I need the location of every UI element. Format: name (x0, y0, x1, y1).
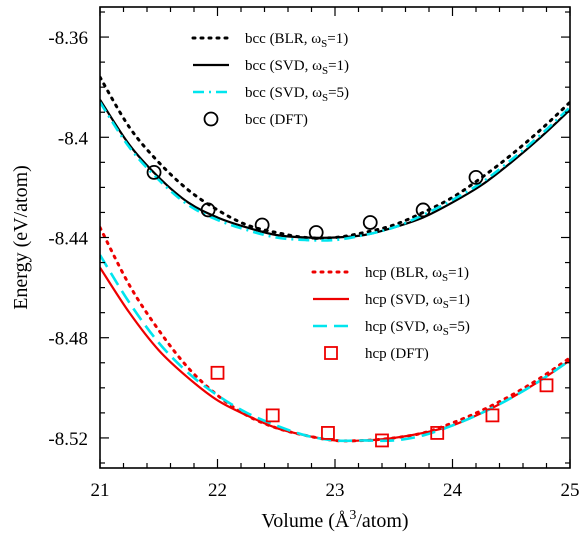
x-tick-label: 22 (208, 480, 227, 501)
hcp-svd-s-5-line (100, 254, 570, 443)
legend-hcp: hcp (BLR, ωS=1) hcp (SVD, ωS=1) hcp (SVD, … (311, 265, 470, 362)
legend-bcc: bcc (BLR, ωS=1) bcc (SVD, ωS=1) bcc (SVD, … (191, 31, 349, 128)
y-tick-label: -8.36 (48, 28, 88, 49)
x-tick-label: 23 (326, 480, 345, 501)
axes: 21 22 23 24 25 -8.52 -8.48 -8.44 -8.4 -8.36 (48, 6, 580, 501)
hcp-dft-point (539, 378, 554, 393)
hcp-dft-point (430, 426, 445, 440)
hcp-dft-point (210, 365, 225, 380)
bcc-dft-point (254, 217, 270, 233)
legend-label-bcc-svd-s-5: bcc (SVD, ωS=5) (245, 85, 349, 104)
bcc-svd-s-1-line (100, 99, 570, 239)
legend-label-hcp-dft: hcp (DFT) (365, 346, 429, 362)
x-tick-label: 21 (91, 480, 110, 501)
hcp-dft-point (321, 426, 335, 440)
bcc-dft-point (146, 164, 162, 180)
bcc-blr-s-1-line (100, 75, 570, 240)
hcp-dft-point (265, 408, 280, 423)
bcc-dft-point (308, 225, 324, 240)
y-tick-label: -8.48 (48, 329, 88, 350)
hcp-dft-points (210, 365, 554, 448)
legend-label-bcc-blr-s-1: bcc (BLR, ωS=1) (245, 31, 348, 50)
hcp-svd-s-1-line (100, 266, 570, 443)
y-axis-label: Energy (eV/atom) (10, 165, 32, 310)
x-tick-label: 24 (443, 480, 463, 501)
x-tick-label: 25 (561, 480, 580, 501)
bcc-svd-s-5-line (100, 101, 570, 242)
legend-label-hcp-blr-s-1: hcp (BLR, ωS=1) (365, 265, 469, 284)
x-axis-label: Volume (Å3/atom) (261, 508, 408, 532)
legends: bcc (BLR, ωS=1) bcc (SVD, ωS=1) bcc (SVD, … (191, 31, 470, 362)
legend-swatch-hcp-dft (324, 346, 338, 360)
legend-swatch-bcc-dft (203, 111, 219, 127)
bcc-dft-point (468, 169, 484, 185)
hcp-dft-point (375, 433, 389, 448)
legend-label-hcp-svd-s-1: hcp (SVD, ωS=1) (365, 292, 470, 311)
y-tick-label: -8.44 (48, 229, 88, 250)
y-tick-label: -8.4 (58, 128, 89, 149)
legend-label-hcp-svd-s-5: hcp (SVD, ωS=5) (365, 319, 470, 338)
bcc-dft-point (200, 202, 216, 218)
y-tick-label: -8.52 (48, 429, 88, 450)
legend-label-bcc-dft: bcc (DFT) (245, 112, 308, 128)
bcc-dft-point (362, 215, 378, 230)
bcc-dft-points (146, 164, 484, 240)
bcc-dft-point (415, 202, 431, 218)
hcp-dft-point (485, 408, 500, 423)
plot-area (100, 75, 570, 448)
hcp-blr-s-1-line (100, 225, 570, 443)
legend-label-bcc-svd-s-1: bcc (SVD, ωS=1) (245, 58, 349, 77)
